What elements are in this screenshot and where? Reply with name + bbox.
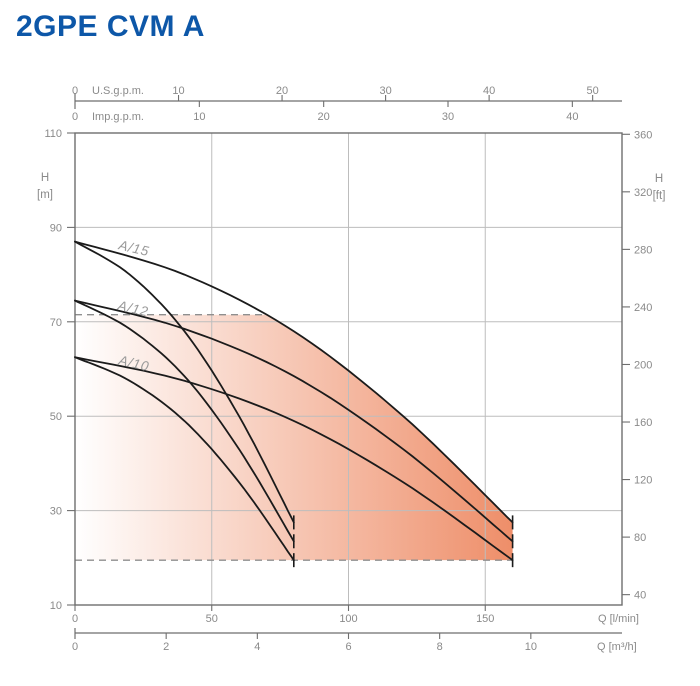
right-tick-label-360: 360 bbox=[634, 129, 652, 141]
lmin-axis-title: Q [l/min] bbox=[598, 613, 639, 625]
page-title: 2GPE CVM A bbox=[16, 10, 205, 43]
left-tick-label-70: 70 bbox=[50, 317, 62, 329]
right-tick-label-240: 240 bbox=[634, 302, 652, 314]
left-tick-label-50: 50 bbox=[50, 411, 62, 423]
right-tick-label-120: 120 bbox=[634, 475, 652, 487]
right-tick-label-80: 80 bbox=[634, 532, 646, 544]
impgpm-tick-label-30: 30 bbox=[442, 111, 454, 123]
usgpm-tick-label-20: 20 bbox=[276, 85, 288, 97]
right-tick-label-320: 320 bbox=[634, 187, 652, 199]
right-axis-title-h: H bbox=[655, 173, 663, 185]
usgpm-tick-label-30: 30 bbox=[379, 85, 391, 97]
curve-A15-1pumps bbox=[74, 240, 295, 524]
curve-A12-1pumps bbox=[74, 299, 295, 543]
m3h-tick-label-10: 10 bbox=[525, 641, 537, 653]
left-axis-title-h: H bbox=[41, 172, 49, 184]
curve-A12-2pumps bbox=[74, 299, 514, 543]
usgpm-tick-label-40: 40 bbox=[483, 85, 495, 97]
axes-and-ticks: 0 10 20 30 40 50U.S.g.p.m.0 10 20 30 40Imp.g.p.m.… bbox=[37, 85, 665, 653]
right-tick-label-160: 160 bbox=[634, 417, 652, 429]
curve-label-A10: A/10 bbox=[116, 352, 151, 374]
lmin-tick-label-0: 0 bbox=[72, 613, 78, 625]
impgpm-axis-title: Imp.g.p.m. bbox=[92, 111, 144, 123]
right-tick-label-40: 40 bbox=[634, 590, 646, 602]
lmin-tick-label-50: 50 bbox=[206, 613, 218, 625]
m3h-axis-title: Q [m³/h] bbox=[597, 641, 637, 653]
left-axis-title-unit: [m] bbox=[37, 189, 53, 201]
right-axis-title-unit: [ft] bbox=[653, 190, 666, 202]
impgpm-tick-label-40: 40 bbox=[566, 111, 578, 123]
right-tick-label-280: 280 bbox=[634, 244, 652, 256]
usgpm-tick-label-50: 50 bbox=[587, 85, 599, 97]
lmin-tick-label-100: 100 bbox=[339, 613, 357, 625]
m3h-tick-label-6: 6 bbox=[345, 641, 351, 653]
usgpm-tick-label-0: 0 bbox=[72, 85, 78, 97]
m3h-tick-label-8: 8 bbox=[437, 641, 443, 653]
usgpm-tick-label-10: 10 bbox=[172, 85, 184, 97]
curve-end-markers bbox=[292, 515, 514, 568]
left-tick-label-90: 90 bbox=[50, 222, 62, 234]
curve-labels: A/15 A/12 A/10 bbox=[115, 237, 150, 374]
pump-curves bbox=[74, 240, 514, 562]
curve-label-A12: A/12 bbox=[115, 298, 150, 320]
curve-A10-1pumps bbox=[74, 356, 295, 562]
right-tick-label-200: 200 bbox=[634, 359, 652, 371]
usgpm-axis-title: U.S.g.p.m. bbox=[92, 85, 144, 97]
left-tick-label-30: 30 bbox=[50, 506, 62, 518]
curve-A15-2pumps bbox=[74, 240, 514, 524]
lmin-tick-label-150: 150 bbox=[476, 613, 494, 625]
curve-label-A15: A/15 bbox=[116, 237, 151, 259]
m3h-tick-label-4: 4 bbox=[254, 641, 260, 653]
impgpm-tick-label-20: 20 bbox=[318, 111, 330, 123]
m3h-tick-label-0: 0 bbox=[72, 641, 78, 653]
gridlines bbox=[75, 133, 622, 605]
impgpm-tick-label-0: 0 bbox=[72, 111, 78, 123]
curve-A10-2pumps bbox=[74, 356, 514, 562]
m3h-tick-label-2: 2 bbox=[163, 641, 169, 653]
left-tick-label-110: 110 bbox=[44, 128, 62, 140]
impgpm-tick-label-10: 10 bbox=[193, 111, 205, 123]
left-tick-label-10: 10 bbox=[50, 600, 62, 612]
